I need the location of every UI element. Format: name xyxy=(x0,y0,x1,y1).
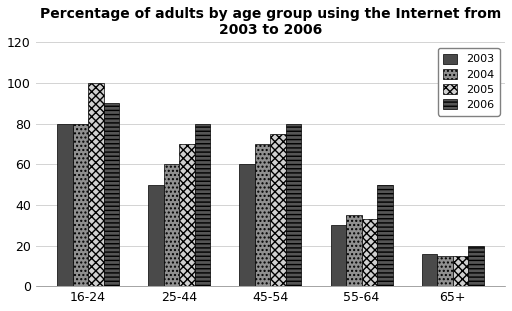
Bar xyxy=(453,256,468,286)
Bar xyxy=(270,134,286,286)
Bar xyxy=(240,164,255,286)
Bar xyxy=(103,103,119,286)
Bar xyxy=(346,215,361,286)
Bar xyxy=(286,124,302,286)
Bar xyxy=(73,124,88,286)
Legend: 2003, 2004, 2005, 2006: 2003, 2004, 2005, 2006 xyxy=(438,48,500,116)
Bar xyxy=(468,246,484,286)
Bar xyxy=(437,256,453,286)
Bar xyxy=(255,144,270,286)
Bar xyxy=(148,185,164,286)
Bar xyxy=(88,83,103,286)
Bar xyxy=(331,225,346,286)
Bar xyxy=(377,185,393,286)
Bar xyxy=(179,144,195,286)
Bar xyxy=(164,164,179,286)
Bar xyxy=(422,254,437,286)
Title: Percentage of adults by age group using the Internet from
2003 to 2006: Percentage of adults by age group using … xyxy=(40,7,501,37)
Bar xyxy=(361,219,377,286)
Bar xyxy=(57,124,73,286)
Bar xyxy=(195,124,210,286)
